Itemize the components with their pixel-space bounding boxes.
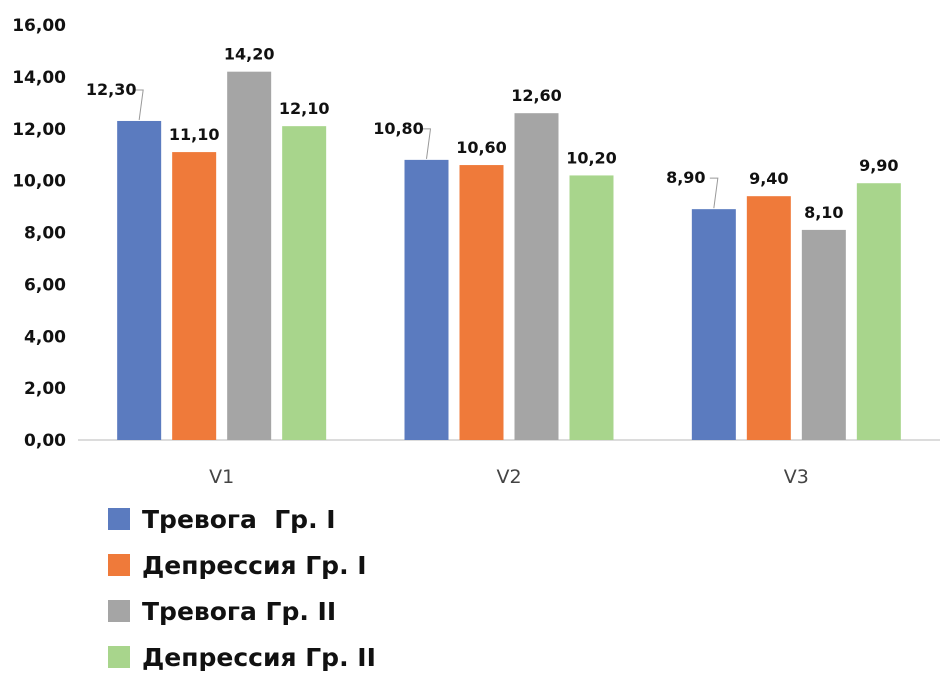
legend-item-trevoga-gr1: Тревога Гр. I (108, 496, 376, 542)
y-axis: 0,00 2,00 4,00 6,00 8,00 10,00 12,00 14,00 16,00 (12, 16, 66, 451)
label-leader-lines (135, 89, 719, 209)
x-tick-label: V3 (784, 466, 809, 488)
leader-line (422, 128, 432, 159)
y-tick-label: 12,00 (12, 120, 66, 140)
bar (459, 165, 504, 440)
data-label: 9,40 (749, 169, 788, 188)
legend-label: Депрессия Гр. II (142, 642, 376, 672)
bar (856, 183, 901, 440)
bar (801, 229, 846, 440)
data-label: 9,90 (859, 156, 898, 175)
bar (746, 196, 791, 440)
bar (569, 175, 614, 440)
y-tick-label: 16,00 (12, 16, 66, 36)
legend-swatch (108, 646, 130, 668)
data-label: 10,20 (566, 148, 617, 167)
bar (172, 152, 217, 440)
y-tick-label: 0,00 (24, 431, 66, 451)
x-tick-label: V2 (496, 466, 521, 488)
x-axis: V1 V2 V3 (209, 466, 809, 488)
bars-group (117, 71, 901, 440)
bar (691, 209, 736, 440)
data-label: 12,30 (86, 80, 137, 99)
data-label: 10,80 (373, 119, 424, 138)
data-label: 12,10 (279, 99, 330, 118)
bar (117, 120, 162, 440)
legend-label: Депрессия Гр. I (142, 550, 367, 580)
data-label: 8,90 (666, 168, 705, 187)
legend-swatch (108, 600, 130, 622)
legend-label: Тревога Гр. I (142, 504, 336, 534)
leader-line (709, 177, 719, 209)
data-labels-group: 12,30 11,10 14,20 12,10 10,80 10,60 12,60 10,20… (86, 45, 899, 222)
legend-item-depressiya-gr1: Депрессия Гр. I (108, 542, 376, 588)
legend-label: Тревога Гр. II (142, 596, 337, 626)
legend-swatch (108, 508, 130, 530)
data-label: 10,60 (456, 138, 507, 157)
legend-item-trevoga-gr2: Тревога Гр. II (108, 588, 376, 634)
data-label: 8,10 (804, 203, 843, 222)
data-label: 14,20 (224, 45, 275, 64)
data-label: 11,10 (169, 125, 220, 144)
data-label: 12,60 (511, 86, 562, 105)
bar (227, 71, 272, 440)
bar-chart: 0,00 2,00 4,00 6,00 8,00 10,00 12,00 14,00 16,00… (12, 16, 940, 488)
y-tick-label: 8,00 (24, 224, 66, 244)
bar (404, 159, 449, 440)
bar (514, 113, 559, 440)
y-tick-label: 14,00 (12, 68, 66, 88)
leader-line (135, 89, 144, 121)
legend-swatch (108, 554, 130, 576)
y-tick-label: 2,00 (24, 379, 66, 399)
x-tick-label: V1 (209, 466, 234, 488)
bar (282, 126, 327, 440)
y-tick-label: 4,00 (24, 327, 66, 347)
legend-item-depressiya-gr2: Депрессия Гр. II (108, 634, 376, 680)
y-tick-label: 10,00 (12, 172, 66, 192)
legend: Тревога Гр. I Депрессия Гр. I Тревога Гр… (108, 496, 376, 680)
y-tick-label: 6,00 (24, 275, 66, 295)
